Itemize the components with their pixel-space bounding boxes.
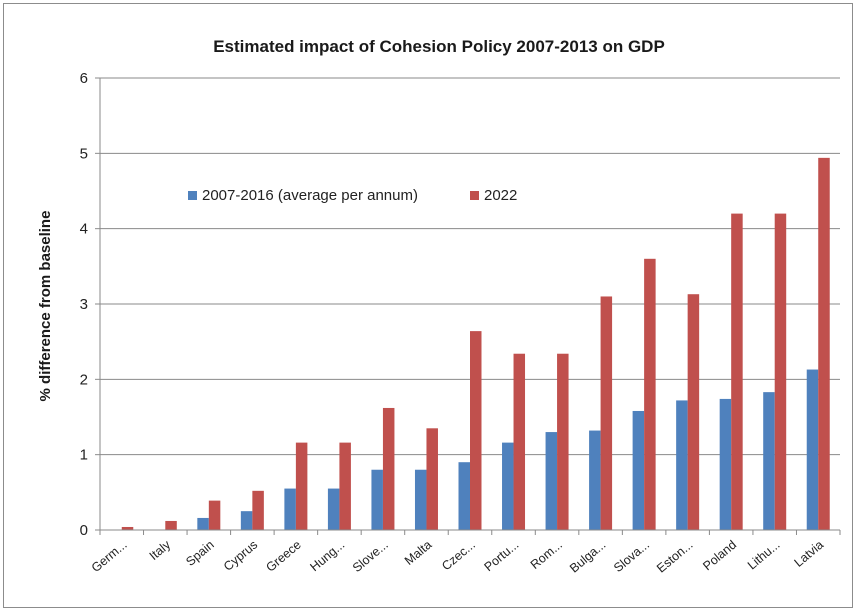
bar-2022 bbox=[121, 526, 134, 530]
x-tick-label: Eston... bbox=[654, 538, 695, 576]
bar-avg bbox=[284, 488, 296, 530]
bar-2022 bbox=[513, 353, 526, 530]
bar-avg bbox=[327, 488, 340, 530]
bar-avg bbox=[545, 432, 558, 530]
bar-2022 bbox=[165, 520, 177, 530]
bar-avg bbox=[502, 442, 514, 530]
bar-2022 bbox=[687, 294, 700, 530]
x-tick-label: Bulga... bbox=[567, 538, 608, 576]
bar-avg bbox=[414, 469, 427, 530]
bar-2022 bbox=[295, 442, 308, 530]
bar-2022 bbox=[557, 353, 569, 530]
y-tick-label: 6 bbox=[80, 70, 88, 87]
bar-avg bbox=[632, 410, 645, 530]
bar-2022 bbox=[731, 213, 743, 530]
y-tick-label: 0 bbox=[80, 522, 88, 539]
x-tick-label: Cyprus bbox=[221, 538, 260, 574]
bar-avg bbox=[197, 517, 209, 530]
y-axis-ticks: 0 1 2 3 4 5 6 bbox=[80, 70, 100, 539]
x-tick-label: Malta bbox=[402, 538, 434, 568]
x-tick-label: Lithu... bbox=[745, 538, 783, 573]
legend-swatch bbox=[470, 191, 479, 200]
y-tick-label: 2 bbox=[80, 371, 88, 388]
y-tick-label: 4 bbox=[80, 221, 88, 238]
bar-2022 bbox=[426, 428, 438, 530]
y-axis-label: % difference from baseline bbox=[37, 211, 54, 402]
bar-avg bbox=[371, 469, 383, 530]
bar-2022 bbox=[339, 442, 351, 530]
bar-avg bbox=[589, 430, 601, 530]
y-tick-label: 3 bbox=[80, 296, 88, 313]
x-tick-label: Rom... bbox=[528, 538, 565, 572]
bar-2022 bbox=[774, 213, 787, 530]
y-tick-label: 5 bbox=[80, 145, 88, 162]
x-axis bbox=[99, 78, 841, 535]
bar-avg bbox=[806, 369, 819, 530]
bar-2022 bbox=[382, 407, 395, 530]
bar-2022 bbox=[818, 157, 830, 530]
legend: 2007-2016 (average per annum) 2022 bbox=[188, 187, 517, 204]
legend-swatch bbox=[188, 191, 197, 200]
legend-label: 2022 bbox=[484, 187, 517, 204]
x-tick-label: Greece bbox=[263, 538, 303, 575]
bar-avg bbox=[458, 462, 470, 530]
y-tick-label: 1 bbox=[80, 447, 88, 464]
gridlines bbox=[100, 77, 840, 456]
x-tick-label: Hung... bbox=[307, 538, 347, 575]
x-tick-label: Germ... bbox=[89, 538, 130, 576]
bar-2022 bbox=[470, 331, 482, 530]
bar-avg bbox=[676, 400, 688, 530]
legend-label: 2007-2016 (average per annum) bbox=[202, 187, 418, 204]
x-axis-ticks: Germ... Italy Spain Cyprus Greece Hung... Slov… bbox=[89, 537, 826, 575]
bar-2022 bbox=[252, 490, 264, 530]
bar-2022 bbox=[208, 500, 221, 530]
x-tick-label: Slova... bbox=[611, 538, 652, 576]
x-tick-label: Italy bbox=[147, 537, 174, 563]
bar-avg bbox=[240, 511, 253, 530]
x-tick-label: Czec... bbox=[439, 538, 478, 574]
bar-2022 bbox=[644, 258, 656, 530]
chart-title: Estimated impact of Cohesion Policy 2007… bbox=[213, 37, 665, 56]
x-tick-label: Latvia bbox=[792, 538, 827, 570]
bar-2022 bbox=[600, 296, 613, 530]
x-tick-label: Slove... bbox=[350, 538, 391, 576]
x-tick-label: Portu... bbox=[482, 538, 522, 575]
x-tick-label: Poland bbox=[700, 538, 739, 574]
bar-avg bbox=[719, 398, 732, 530]
bar-avg bbox=[763, 392, 775, 530]
x-tick-label: Spain bbox=[183, 538, 217, 569]
bars bbox=[121, 157, 830, 530]
